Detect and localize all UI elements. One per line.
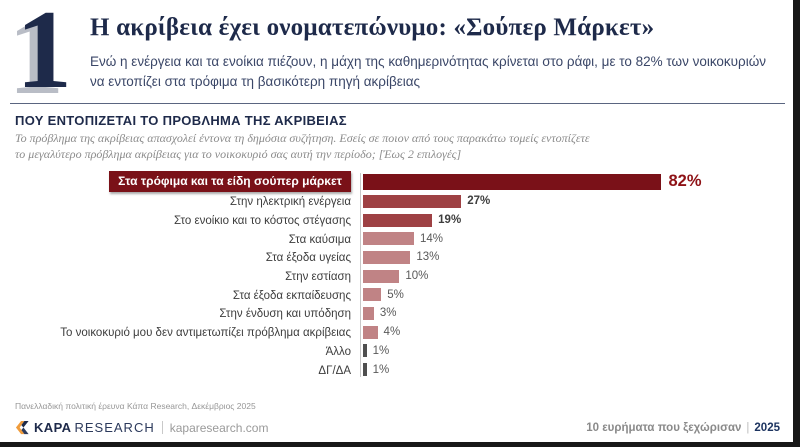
footer-bar: KAPA RESEARCH kaparesearch.com 10 ευρήμα… [15,420,780,435]
bar-value-label: 5% [387,288,404,301]
bar [363,232,414,246]
bar-category-label: Άλλο [325,345,351,358]
bar-row: ΔΓ/ΔΑ 1% [15,360,780,379]
bar [363,213,433,227]
bar [363,194,462,208]
bar [363,288,382,302]
bar-category-label: Στην ηλεκτρική ενέργεια [229,196,351,209]
bar-row: Στα έξοδα εκπαίδευσης 5% [15,285,780,304]
brand-website-link[interactable]: kaparesearch.com [169,420,269,435]
bar-category-label: Στα έξοδα εκπαίδευσης [232,289,351,302]
page-title: Η ακρίβεια έχει ονοματεπώνυμο: «Σούπερ Μ… [90,14,655,41]
header-divider [10,103,785,104]
bar [363,306,374,320]
bar-value-label: 1% [372,344,390,357]
bar-category-label: Στην ένδυση και υπόδηση [219,308,351,321]
bar-row: Στην εστίαση 10% [15,267,780,286]
chart-section-heading: ΠΟΥ ΕΝΤΟΠΙΖΕΤΑΙ ΤΟ ΠΡΟΒΛΗΜΑ ΤΗΣ ΑΚΡΙΒΕΙΑ… [15,113,347,128]
bar [363,363,367,377]
bar-category-label: Στο ενοίκιο και το κόστος στέγασης [173,215,351,228]
footer-tagline-separator: | [746,421,750,434]
bar-row: Στην ηλεκτρική ενέργεια 27% [15,192,780,211]
bar [363,325,378,339]
bar-row: Στα καύσιμα 14% [15,229,780,248]
bar-value-label: 3% [379,307,397,320]
bar [363,269,400,283]
category-axis [360,173,361,377]
page-subtitle: Ενώ η ενέργεια και τα ενοίκια πιέζουν, η… [90,54,767,90]
bar-value-label: 10% [405,270,429,283]
bar-row: Στα έξοδα υγείας 13% [15,248,780,267]
kapa-k-icon [15,420,29,435]
bar-row: Στα τρόφιμα και τα είδη σούπερ μάρκετ 82% [15,171,780,192]
kapa-research-logo: KAPA RESEARCH kaparesearch.com [15,420,268,435]
bar-row: Το νοικοκυριό μου δεν αντιμετωπίζει πρόβ… [15,323,780,342]
bar-category-label: Στην εστίαση [285,271,351,284]
bar-category-label: Στα καύσιμα [288,233,351,246]
bar-row: Άλλο 1% [15,342,780,361]
bar-category-label: Στα τρόφιμα και τα είδη σούπερ μάρκετ [109,171,351,192]
brand-name-bold: KAPA [34,420,72,435]
survey-note: Πανελλαδική πολιτική έρευνα Κάπα Researc… [15,401,256,411]
footer-year: 2025 [754,421,780,434]
footer-tagline-text: 10 ευρήματα που ξεχώρισαν [586,421,742,434]
survey-question-text: Το πρόβλημα της ακρίβειας απασχολεί έντο… [15,131,590,162]
bar-category-label: Στα έξοδα υγείας [265,252,351,265]
footer-tagline: 10 ευρήματα που ξεχώρισαν | 2025 [586,422,780,434]
bar-value-label: 13% [416,251,440,264]
bar-category-label: Το νοικοκυριό μου δεν αντιμετωπίζει πρόβ… [60,327,351,340]
bar-value-label: 27% [467,195,491,208]
bar-value-label: 4% [383,326,401,339]
bar [363,173,662,190]
slide-number: 1 [16,0,72,112]
bar-value-label: 19% [438,214,462,227]
bar-category-label: ΔΓ/ΔΑ [318,364,351,377]
bar-row: Στο ενοίκιο και το κόστος στέγασης 19% [15,211,780,230]
bar-value-label: 1% [372,363,390,376]
brand-name-light: RESEARCH [74,420,155,435]
brand-divider [161,421,163,434]
bar-chart: Στα τρόφιμα και τα είδη σούπερ μάρκετ 82%… [15,171,780,379]
bar [363,250,411,264]
bar [363,344,367,358]
bar-value-label: 14% [419,232,443,245]
bar-value-label: 82% [668,172,702,190]
bar-row: Στην ένδυση και υπόδηση 3% [15,304,780,323]
